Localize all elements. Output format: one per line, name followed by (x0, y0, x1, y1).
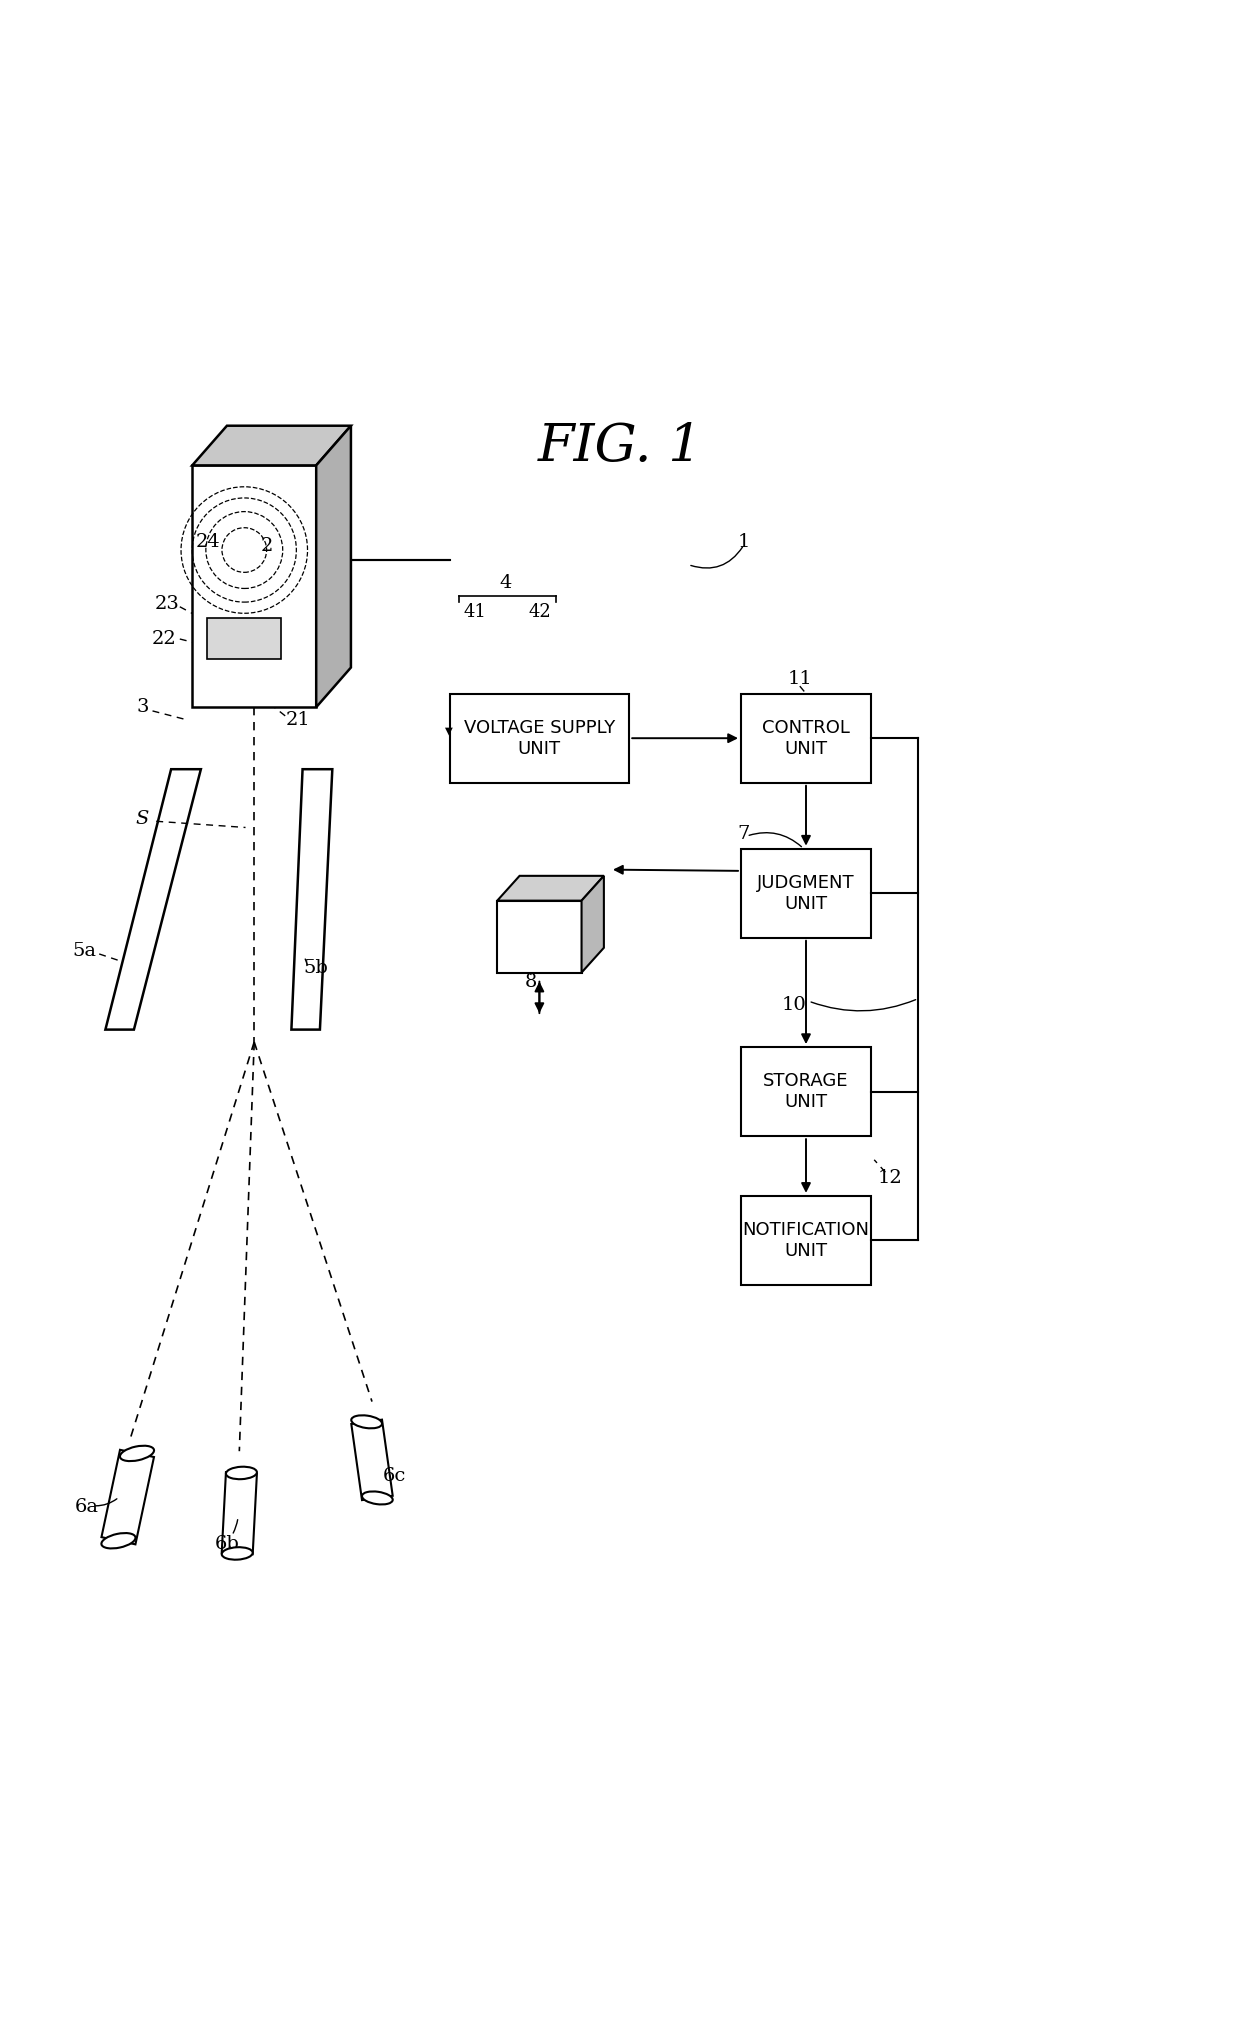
Ellipse shape (102, 1533, 135, 1549)
Polygon shape (316, 427, 351, 708)
Bar (742, 1047, 872, 1136)
Ellipse shape (351, 1415, 382, 1428)
Text: 24: 24 (196, 534, 221, 552)
Text: 1: 1 (738, 534, 750, 552)
Text: NOTIFICATION
UNIT: NOTIFICATION UNIT (743, 1221, 869, 1260)
Bar (742, 1195, 872, 1286)
Ellipse shape (222, 1547, 253, 1559)
Polygon shape (192, 465, 316, 708)
Text: 11: 11 (787, 669, 812, 687)
Text: 10: 10 (781, 995, 806, 1013)
Text: 8: 8 (525, 973, 537, 991)
Bar (742, 849, 872, 938)
Polygon shape (102, 1450, 154, 1545)
Ellipse shape (362, 1492, 393, 1504)
Polygon shape (497, 876, 604, 900)
Bar (449, 694, 629, 783)
Polygon shape (105, 768, 201, 1029)
Text: S: S (136, 809, 149, 827)
Text: 3: 3 (136, 698, 149, 716)
Polygon shape (192, 427, 351, 465)
Polygon shape (582, 876, 604, 973)
Text: 6c: 6c (383, 1468, 405, 1484)
Ellipse shape (226, 1466, 257, 1480)
Text: 5b: 5b (304, 958, 329, 977)
Text: 7: 7 (738, 825, 750, 843)
Polygon shape (351, 1419, 393, 1500)
Ellipse shape (120, 1446, 154, 1462)
Text: 23: 23 (155, 594, 180, 613)
Text: FIG. 1: FIG. 1 (538, 421, 702, 473)
Text: CONTROL
UNIT: CONTROL UNIT (763, 718, 849, 758)
Text: 4: 4 (500, 574, 512, 592)
Text: 41: 41 (464, 603, 486, 621)
Bar (207, 619, 281, 659)
Polygon shape (291, 768, 332, 1029)
Bar (742, 694, 872, 783)
Text: JUDGMENT
UNIT: JUDGMENT UNIT (758, 874, 854, 912)
Text: 6b: 6b (215, 1535, 239, 1553)
Text: 22: 22 (151, 631, 176, 647)
Text: 12: 12 (878, 1169, 903, 1187)
Polygon shape (222, 1472, 257, 1555)
Polygon shape (497, 900, 582, 973)
Text: 21: 21 (285, 710, 310, 728)
Text: VOLTAGE SUPPLY
UNIT: VOLTAGE SUPPLY UNIT (464, 718, 615, 758)
Text: 42: 42 (528, 603, 551, 621)
Text: 6a: 6a (74, 1498, 99, 1516)
Text: STORAGE
UNIT: STORAGE UNIT (764, 1072, 848, 1110)
Text: 2: 2 (260, 538, 273, 554)
Text: 5a: 5a (72, 942, 97, 960)
